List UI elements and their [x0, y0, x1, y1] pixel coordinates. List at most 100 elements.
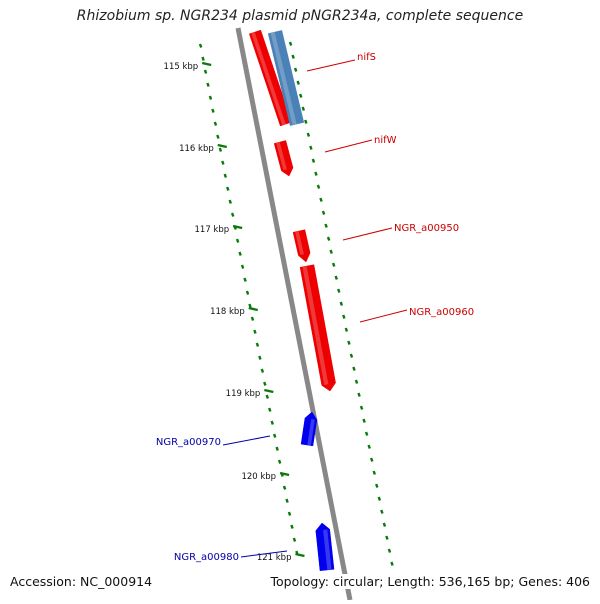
- ruler-dash: [240, 264, 245, 269]
- tick-mark: [279, 471, 290, 477]
- ruler-dash: [364, 431, 369, 436]
- gene-ngr-a00980[interactable]: [315, 522, 335, 571]
- gene-label: NGR_a00950: [394, 223, 459, 234]
- ruler-dash: [385, 535, 389, 540]
- ruler-dash: [248, 303, 252, 308]
- ruler-dash: [250, 316, 255, 321]
- tick-label: 120 kbp: [241, 472, 276, 482]
- ruler-dash: [352, 366, 356, 371]
- ruler-dash: [314, 171, 318, 176]
- tick-mark: [201, 61, 212, 67]
- ruler-dash: [282, 485, 287, 490]
- tick-mark: [264, 388, 274, 394]
- ruler-dash: [292, 537, 297, 542]
- ruler-dash: [216, 134, 220, 139]
- ruler-dash: [291, 54, 295, 59]
- ruler-dash: [387, 548, 392, 553]
- ruler-dash: [382, 522, 387, 527]
- ruler-dash: [218, 147, 223, 152]
- ruler-dash: [213, 121, 218, 126]
- gene-label: nifS: [357, 52, 376, 63]
- ruler-dash: [359, 405, 364, 410]
- tick-label: 118 kbp: [210, 307, 245, 317]
- gene-label: NGR_a00980: [174, 552, 239, 563]
- tick-mark: [248, 306, 258, 312]
- ruler-dash: [275, 446, 279, 451]
- ruler-dash: [334, 275, 338, 280]
- ruler-dash: [226, 186, 230, 191]
- ruler-dash: [347, 340, 351, 345]
- ruler-dash: [228, 199, 232, 204]
- ruler-dash: [299, 93, 303, 98]
- label-leader: [240, 550, 288, 558]
- ruler-dash: [375, 483, 379, 488]
- ruler-dash: [349, 353, 354, 358]
- sequence-backbone: [235, 27, 353, 601]
- ruler-dash: [203, 69, 208, 74]
- ruler-dash: [367, 444, 371, 449]
- accession-text: Accession: NC_000914: [10, 574, 153, 589]
- label-leader: [324, 139, 373, 153]
- ruler-dash: [238, 251, 242, 256]
- ruler-dash: [301, 106, 306, 111]
- ruler-dash: [270, 420, 274, 425]
- ruler-dash: [258, 355, 262, 360]
- ruler-dash: [324, 223, 328, 228]
- ruler-dash: [369, 457, 374, 462]
- ruler-dash: [230, 212, 235, 217]
- gene-nifw[interactable]: [273, 140, 294, 177]
- ruler-dash: [243, 277, 247, 282]
- ruler-dash: [235, 238, 240, 243]
- gene-ngr-a00960[interactable]: [299, 264, 336, 392]
- gene-nifs-secondary-shade: [270, 32, 297, 126]
- ruler-dash: [223, 173, 228, 178]
- ruler-dash: [272, 433, 277, 438]
- ruler-dash: [309, 145, 313, 150]
- ruler-dash: [306, 132, 311, 137]
- inner-ruler: [198, 43, 299, 555]
- ruler-dash: [380, 509, 384, 514]
- gene-nifs[interactable]: [248, 29, 293, 127]
- gene-ngr-a00960-shade: [302, 266, 329, 385]
- map-title: Rhizobium sp. NGR234 plasmid pNGR234a, c…: [76, 8, 524, 24]
- tick-label: 115 kbp: [164, 62, 199, 72]
- label-leader: [342, 227, 393, 241]
- ruler-dash: [377, 496, 382, 501]
- ruler-dash: [296, 80, 300, 85]
- ruler-dash: [316, 184, 321, 189]
- ruler-dash: [268, 407, 272, 412]
- gene-label: NGR_a00960: [409, 307, 474, 318]
- ruler-dash: [221, 160, 225, 165]
- ruler-dash: [255, 342, 260, 347]
- ruler-dash: [253, 329, 257, 334]
- ruler-dash: [245, 290, 250, 295]
- ruler-dash: [321, 210, 326, 215]
- ruler-dash: [287, 511, 292, 516]
- tick-label: 119 kbp: [226, 389, 261, 399]
- label-leader: [306, 59, 356, 72]
- tick-mark: [232, 224, 243, 230]
- ruler-dash: [329, 249, 333, 254]
- gene-nifs-secondary[interactable]: [267, 30, 305, 126]
- ruler-dash: [263, 381, 267, 386]
- ruler-dash: [337, 288, 341, 293]
- gene-label: NGR_a00970: [156, 437, 221, 448]
- ruler-dash: [344, 327, 349, 332]
- ruler-dash: [288, 41, 293, 46]
- tick-mark: [295, 552, 305, 558]
- ruler-dash: [277, 459, 282, 464]
- ruler-dash: [342, 314, 346, 319]
- ruler-dash: [293, 67, 298, 72]
- gene-features: nifS nifW NGR_a00950 NGR_a00960 NGR_a00970 NG…: [156, 29, 474, 571]
- gene-ngr-a00950[interactable]: [292, 229, 311, 263]
- ruler-dash: [362, 418, 366, 423]
- ruler-dash: [211, 108, 215, 113]
- gene-ngr-a00970[interactable]: [300, 411, 318, 447]
- topology-text: Topology: circular; Length: 536,165 bp; …: [270, 574, 590, 589]
- tick-label: 117 kbp: [195, 225, 230, 235]
- ruler-dash: [390, 561, 394, 566]
- ruler-dash: [208, 95, 213, 100]
- ruler-dash: [290, 524, 294, 529]
